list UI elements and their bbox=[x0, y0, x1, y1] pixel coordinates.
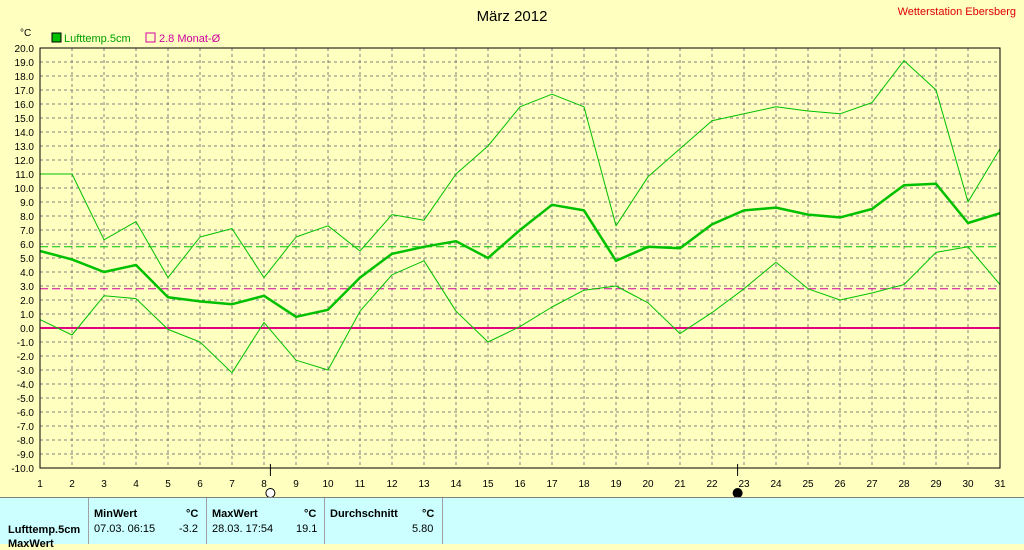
x-tick-label: 1 bbox=[37, 479, 43, 490]
series-line-max bbox=[40, 60, 1001, 279]
reference-lines bbox=[40, 246, 1000, 329]
y-tick-label: 5.0 bbox=[20, 254, 34, 265]
min-time: 07.03. 06:15 bbox=[94, 523, 156, 535]
max-time: 28.03. 17:54 bbox=[212, 523, 274, 535]
x-tick-label: 28 bbox=[898, 479, 910, 490]
y-tick-label: 14.0 bbox=[15, 128, 35, 139]
y-tick-label: -2.0 bbox=[17, 352, 35, 363]
x-tick-label: 11 bbox=[355, 479, 366, 490]
chart-title: März 2012 bbox=[477, 8, 548, 25]
x-tick-label: 12 bbox=[386, 479, 398, 490]
new-moon-icon bbox=[732, 488, 743, 497]
x-tick-label: 17 bbox=[546, 479, 558, 490]
x-tick-label: 13 bbox=[418, 479, 430, 490]
avg-unit: °C bbox=[422, 508, 435, 520]
x-tick-label: 22 bbox=[706, 479, 718, 490]
y-tick-label: 20.0 bbox=[15, 44, 35, 55]
series-line-mean bbox=[39, 182, 1001, 319]
legend-swatch-monthly-avg bbox=[145, 32, 156, 43]
y-tick-label: 17.0 bbox=[15, 86, 35, 97]
y-tick-label: 3.0 bbox=[20, 282, 34, 293]
x-tick-label: 21 bbox=[674, 479, 686, 490]
min-value: -3.2 bbox=[179, 523, 198, 535]
legend-swatch-lufttemp bbox=[51, 32, 62, 43]
y-tick-labels: 20.0 19.0 18.0 17.0 16.0 15.0 14.0 13.0 12.0 11.0… bbox=[11, 44, 34, 475]
avg-header: Durchschnitt bbox=[330, 508, 398, 520]
min-unit: °C bbox=[186, 508, 199, 520]
y-tick-label: 16.0 bbox=[15, 100, 35, 111]
y-tick-label: 9.0 bbox=[20, 198, 34, 209]
full-moon-icon bbox=[265, 488, 276, 497]
y-tick-label: 8.0 bbox=[20, 212, 34, 223]
y-tick-label: 2.0 bbox=[20, 296, 34, 307]
legend: Lufttemp.5cm 2.8 Monat-Ø bbox=[51, 32, 221, 45]
y-tick-label: -1.0 bbox=[17, 338, 35, 349]
x-tick-label: 25 bbox=[802, 479, 814, 490]
x-tick-label: 7 bbox=[229, 479, 235, 490]
x-tick-label: 5 bbox=[165, 479, 171, 490]
stats-row-label: Lufttemp.5cm bbox=[8, 524, 81, 536]
y-tick-label: -9.0 bbox=[17, 450, 35, 461]
max-unit: °C bbox=[304, 508, 317, 520]
y-tick-label: 4.0 bbox=[20, 268, 34, 279]
x-tick-label: 14 bbox=[450, 479, 462, 490]
y-tick-label: -10.0 bbox=[11, 464, 34, 475]
legend-label-lufttemp: Lufttemp.5cm bbox=[64, 33, 131, 45]
x-tick-label: 4 bbox=[133, 479, 139, 490]
y-tick-label: 11.0 bbox=[15, 170, 34, 181]
x-tick-label: 31 bbox=[994, 479, 1006, 490]
x-tick-label: 10 bbox=[322, 479, 334, 490]
x-tick-label: 23 bbox=[738, 479, 750, 490]
x-tick-label: 16 bbox=[514, 479, 526, 490]
y-tick-label: 10.0 bbox=[15, 184, 35, 195]
y-tick-label: 15.0 bbox=[15, 114, 35, 125]
y-tick-label: 12.0 bbox=[15, 156, 35, 167]
y-tick-label: 1.0 bbox=[20, 310, 34, 321]
x-tick-label: 8 bbox=[261, 479, 267, 490]
station-name: Wetterstation Ebersberg bbox=[898, 6, 1016, 18]
temperature-chart: März 2012 Wetterstation Ebersberg °C Luf… bbox=[11, 6, 1016, 497]
x-tick-label: 6 bbox=[197, 479, 203, 490]
series-line-min bbox=[39, 246, 1001, 374]
y-axis-unit: °C bbox=[20, 28, 31, 39]
min-header: MinWert bbox=[94, 508, 138, 520]
y-tick-label: -5.0 bbox=[17, 394, 35, 405]
x-tick-label: 20 bbox=[642, 479, 654, 490]
y-tick-label: -4.0 bbox=[17, 380, 35, 391]
max-header: MaxWert bbox=[212, 508, 258, 520]
y-tick-label: 19.0 bbox=[15, 58, 35, 69]
series-lines bbox=[39, 60, 1001, 374]
x-tick-label: 3 bbox=[101, 479, 107, 490]
x-tick-label: 29 bbox=[930, 479, 942, 490]
moon-markers bbox=[265, 464, 743, 497]
statistics-panel: Lufttemp.5cm MaxWert MinWert °C 07.03. 0… bbox=[0, 497, 1024, 550]
y-tick-label: -8.0 bbox=[17, 436, 35, 447]
x-tick-label: 2 bbox=[69, 479, 75, 490]
avg-value: 5.80 bbox=[412, 523, 434, 535]
y-tick-label: 7.0 bbox=[20, 226, 34, 237]
x-tick-label: 24 bbox=[770, 479, 782, 490]
stats-row-label-2: MaxWert bbox=[8, 538, 54, 550]
plot-frame bbox=[39, 47, 1001, 469]
y-tick-label: -6.0 bbox=[17, 408, 35, 419]
legend-label-monthly-avg: 2.8 Monat-Ø bbox=[159, 33, 221, 45]
y-tick-label: 13.0 bbox=[15, 142, 35, 153]
x-tick-label: 26 bbox=[834, 479, 846, 490]
y-tick-label: 6.0 bbox=[20, 240, 34, 251]
x-tick-label: 27 bbox=[866, 479, 878, 490]
y-tick-label: -7.0 bbox=[17, 422, 35, 433]
x-tick-label: 30 bbox=[962, 479, 974, 490]
y-tick-label: 0.0 bbox=[20, 324, 34, 335]
max-value: 19.1 bbox=[296, 523, 318, 535]
y-tick-label: 18.0 bbox=[15, 72, 35, 83]
y-tick-label: -3.0 bbox=[17, 366, 35, 377]
x-tick-label: 15 bbox=[482, 479, 494, 490]
x-tick-label: 19 bbox=[610, 479, 622, 490]
x-tick-label: 18 bbox=[578, 479, 590, 490]
x-tick-label: 9 bbox=[293, 479, 299, 490]
x-tick-labels: 1 2 3 4 5 6 7 8 9 10 11 12 13 14 15 16 17 18 19 20 21 22 23 24 2… bbox=[37, 479, 1006, 490]
